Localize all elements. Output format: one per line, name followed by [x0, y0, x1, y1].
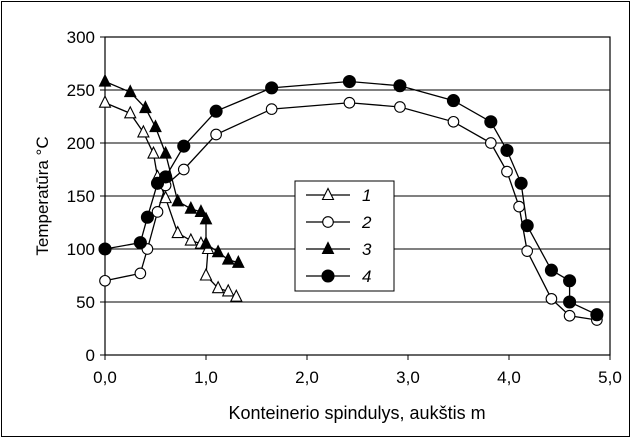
- legend-label: 2: [361, 213, 372, 232]
- data-point: [199, 267, 213, 281]
- legend-marker: [321, 187, 335, 201]
- legend-marker: [321, 269, 335, 283]
- data-point: [520, 219, 534, 233]
- data-point: [177, 139, 191, 153]
- data-point: [394, 101, 406, 113]
- data-point: [171, 225, 185, 239]
- data-point: [484, 115, 498, 129]
- data-point: [484, 137, 497, 149]
- data-point: [393, 79, 407, 93]
- x-tick-label: 5,0: [598, 368, 622, 387]
- data-point: [265, 103, 278, 115]
- data-point: [265, 81, 279, 95]
- tick-labels: 0 50 100 150 200 250 300 0,0 1,0 2,0 3,0 4,0 5,0: [67, 28, 622, 387]
- legend-marker: [322, 216, 334, 228]
- data-point: [159, 170, 173, 184]
- x-tick-label: 3,0: [396, 368, 420, 387]
- x-tick-label: 2,0: [295, 368, 319, 387]
- data-point: [123, 105, 137, 119]
- data-point: [133, 236, 147, 250]
- data-point: [513, 200, 525, 213]
- legend-entry: 2: [306, 213, 372, 232]
- data-point: [563, 295, 577, 309]
- data-point: [139, 100, 152, 114]
- data-point: [177, 163, 190, 176]
- y-tick-label: 200: [67, 134, 95, 153]
- x-tick-label: 4,0: [497, 368, 521, 387]
- series-3: [98, 73, 245, 268]
- data-point: [342, 74, 356, 89]
- data-point: [545, 292, 558, 305]
- data-point: [98, 94, 112, 108]
- data-point: [501, 165, 513, 178]
- series-1: [98, 94, 243, 302]
- data-point: [590, 308, 604, 322]
- data-point: [149, 119, 162, 133]
- data-point: [159, 145, 172, 159]
- data-point: [99, 274, 111, 287]
- data-point: [194, 204, 208, 217]
- data-point: [221, 251, 235, 265]
- data-point: [500, 143, 514, 157]
- data-point: [210, 128, 222, 141]
- legend-entry: 4: [306, 267, 371, 286]
- data-point: [563, 274, 577, 288]
- data-point: [521, 245, 534, 257]
- y-tick-label: 0: [86, 346, 95, 365]
- y-tick-label: 300: [67, 28, 95, 47]
- data-point: [343, 96, 356, 109]
- data-point: [544, 263, 558, 277]
- data-point: [199, 235, 213, 249]
- data-point: [231, 255, 245, 268]
- data-point: [98, 73, 112, 87]
- data-point: [159, 190, 172, 204]
- legend-label: 3: [362, 240, 372, 259]
- x-tick-label: 1,0: [194, 368, 218, 387]
- series-group: [98, 73, 604, 326]
- x-axis-label: Konteinerio spindulys, aukštis m: [228, 403, 485, 423]
- data-point: [514, 176, 528, 190]
- legend: 1 2 3 4: [294, 180, 395, 292]
- series-4: [98, 74, 604, 322]
- data-point: [209, 104, 223, 118]
- data-point: [199, 211, 213, 225]
- data-point: [229, 288, 243, 302]
- legend-entry: 1: [306, 186, 371, 205]
- data-point: [147, 145, 160, 159]
- data-point: [136, 124, 150, 138]
- legend-entry: 3: [306, 240, 372, 259]
- data-point: [184, 232, 198, 246]
- legend-label: 1: [362, 186, 371, 205]
- data-point: [134, 267, 147, 280]
- data-point: [221, 283, 235, 297]
- data-point: [123, 84, 137, 98]
- data-point: [563, 309, 576, 322]
- data-point: [211, 244, 225, 258]
- y-axis-label: Temperatūra °C: [33, 136, 52, 255]
- legend-label: 4: [362, 267, 371, 286]
- data-point: [171, 193, 185, 207]
- legend-marker: [321, 241, 335, 255]
- data-point: [447, 115, 460, 128]
- legend-box: [294, 180, 395, 292]
- series-line: [104, 102, 597, 321]
- data-point: [140, 210, 154, 224]
- y-tick-label: 50: [76, 293, 95, 312]
- y-tick-label: 250: [67, 81, 95, 100]
- y-tick-label: 150: [67, 187, 95, 206]
- data-point: [446, 94, 461, 108]
- data-point: [151, 206, 164, 218]
- data-point: [184, 200, 198, 214]
- data-point: [211, 280, 225, 294]
- y-tick-label: 100: [67, 240, 95, 259]
- x-tick-label: 0,0: [93, 368, 117, 387]
